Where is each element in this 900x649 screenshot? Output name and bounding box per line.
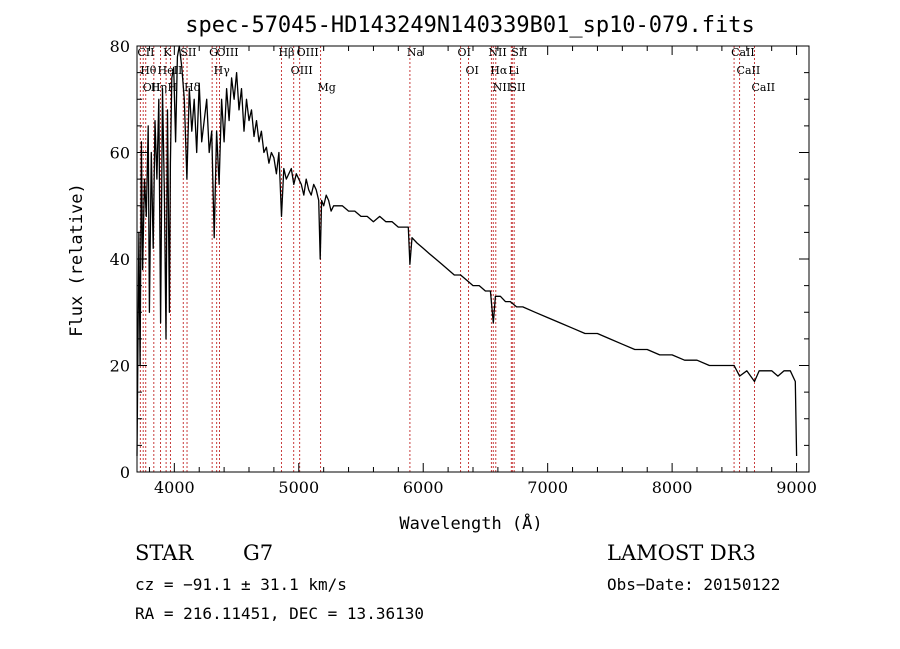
line-label: Mg bbox=[318, 81, 336, 94]
line-label: NII bbox=[488, 46, 506, 59]
y-tick-label: 20 bbox=[110, 357, 130, 376]
line-label: K bbox=[163, 46, 172, 59]
line-label: SII bbox=[509, 81, 525, 94]
line-label: CaII bbox=[731, 46, 755, 59]
redshift-label: cz = −91.1 ± 31.1 km/s bbox=[135, 575, 347, 594]
x-tick-label: 8000 bbox=[652, 478, 693, 497]
x-tick-label: 4000 bbox=[154, 478, 195, 497]
line-label: OIII bbox=[291, 64, 313, 77]
y-tick-label: 80 bbox=[110, 37, 130, 56]
line-label: Hβ bbox=[278, 46, 294, 59]
line-label: OI bbox=[458, 46, 471, 59]
x-tick-label: 5000 bbox=[278, 478, 319, 497]
y-tick-label: 40 bbox=[110, 250, 130, 269]
subclass-label: G7 bbox=[243, 541, 273, 565]
line-markers bbox=[139, 46, 755, 472]
line-label: Li bbox=[508, 64, 519, 77]
line-label: CII bbox=[137, 46, 154, 59]
line-label: OIII bbox=[217, 46, 239, 59]
line-label: SII bbox=[511, 46, 527, 59]
line-label: Na bbox=[407, 46, 424, 59]
coords-label: RA = 216.11451, DEC = 13.36130 bbox=[135, 604, 424, 623]
line-label: G bbox=[209, 46, 218, 59]
line-label: Hγ bbox=[214, 64, 231, 77]
plot-frame bbox=[136, 45, 810, 473]
line-label: Hθ bbox=[140, 64, 157, 77]
y-axis-label: Flux (relative) bbox=[67, 183, 87, 337]
obs-date-label: Obs−Date: 20150122 bbox=[607, 575, 780, 594]
x-tick-label: 9000 bbox=[776, 478, 817, 497]
survey-label: LAMOST DR3 bbox=[607, 541, 756, 565]
line-label: CaII bbox=[737, 64, 761, 77]
line-label: Hα bbox=[490, 64, 508, 77]
x-tick-label: 7000 bbox=[527, 478, 568, 497]
spectrum-line bbox=[136, 45, 798, 457]
class-label: STAR bbox=[135, 541, 194, 565]
line-label: Hδ bbox=[184, 81, 201, 94]
line-label: Hη bbox=[151, 81, 167, 94]
line-label: OIII bbox=[297, 46, 319, 59]
y-tick-label: 60 bbox=[110, 144, 130, 163]
line-label: CaII bbox=[751, 81, 775, 94]
line-label: SII bbox=[180, 46, 196, 59]
line-label: HeII bbox=[158, 64, 183, 77]
y-tick-label: 0 bbox=[120, 463, 130, 482]
chart-title: spec-57045-HD143249N140339B01_sp10-079.f… bbox=[185, 13, 755, 38]
line-label: OII bbox=[143, 81, 161, 94]
line-label: NII bbox=[493, 81, 511, 94]
x-tick-label: 6000 bbox=[403, 478, 444, 497]
x-axis-label: Wavelength (Å) bbox=[399, 512, 542, 534]
axis-ticks: 4000 5000 6000 7000 8000 9000 0 20 40 60 80 bbox=[110, 37, 817, 497]
line-label: OI bbox=[466, 64, 479, 77]
